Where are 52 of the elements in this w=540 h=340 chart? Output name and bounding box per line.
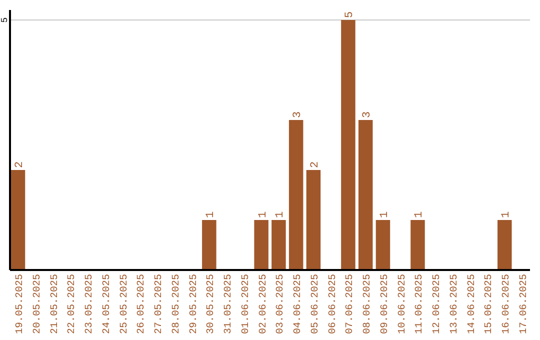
x-tick-label: 31.05.2025 bbox=[224, 274, 235, 334]
data-label: 3 bbox=[292, 111, 304, 118]
data-label: 1 bbox=[205, 211, 218, 218]
x-tick-label: 23.05.2025 bbox=[84, 274, 96, 334]
bar bbox=[10, 170, 26, 270]
x-tick-label: 26.05.2025 bbox=[136, 274, 148, 334]
x-tick-label: 14.06.2025 bbox=[466, 274, 478, 334]
x-tick-label: 28.05.2025 bbox=[171, 274, 182, 334]
bar bbox=[410, 220, 425, 270]
data-label: 2 bbox=[14, 161, 26, 168]
x-tick-label: 20.05.2025 bbox=[32, 274, 44, 334]
x-tick-label: 22.05.2025 bbox=[67, 274, 78, 334]
data-label: 1 bbox=[378, 211, 391, 218]
data-label: 1 bbox=[257, 211, 270, 218]
x-tick-label: 21.05.2025 bbox=[50, 274, 61, 334]
bar bbox=[341, 20, 356, 270]
x-tick-label: 11.06.2025 bbox=[414, 274, 426, 334]
x-tick-label: 09.06.2025 bbox=[380, 274, 391, 334]
data-label: 3 bbox=[362, 111, 374, 118]
bar bbox=[202, 220, 216, 270]
x-tick-label: 04.06.2025 bbox=[293, 274, 304, 334]
x-tick-label: 16.06.2025 bbox=[502, 274, 513, 334]
data-label: 1 bbox=[414, 211, 426, 218]
x-tick-label: 17.06.2025 bbox=[519, 274, 530, 334]
data-label: 5 bbox=[344, 11, 356, 18]
bar bbox=[376, 220, 390, 270]
x-tick-label: 13.06.2025 bbox=[449, 274, 460, 334]
bar bbox=[306, 170, 321, 270]
bar bbox=[358, 120, 373, 270]
x-tick-label: 01.06.2025 bbox=[240, 274, 252, 334]
x-tick-label: 08.06.2025 bbox=[362, 274, 374, 334]
x-tick-label: 10.06.2025 bbox=[397, 274, 408, 334]
data-label: 2 bbox=[309, 161, 322, 168]
x-tick-label: 19.05.2025 bbox=[14, 274, 26, 334]
data-label: 1 bbox=[500, 211, 513, 218]
bar bbox=[498, 220, 512, 270]
x-tick-label: 15.06.2025 bbox=[484, 274, 496, 334]
x-tick-label: 05.06.2025 bbox=[310, 274, 322, 334]
x-tick-label: 25.05.2025 bbox=[119, 274, 130, 334]
x-tick-label: 24.05.2025 bbox=[102, 274, 113, 334]
x-tick-label: 06.06.2025 bbox=[328, 274, 339, 334]
x-tick-label: 12.06.2025 bbox=[432, 274, 444, 334]
x-tick-label: 30.05.2025 bbox=[206, 274, 218, 334]
x-tick-label: 07.06.2025 bbox=[345, 274, 356, 334]
x-tick-label: 02.06.2025 bbox=[258, 274, 270, 334]
x-tick-label: 29.05.2025 bbox=[188, 274, 200, 334]
x-tick-label: 27.05.2025 bbox=[154, 274, 166, 334]
x-tick-label: 03.06.2025 bbox=[276, 274, 287, 334]
bar bbox=[288, 120, 304, 270]
bar bbox=[272, 220, 286, 270]
data-label: 1 bbox=[274, 211, 287, 218]
bar bbox=[254, 220, 268, 270]
